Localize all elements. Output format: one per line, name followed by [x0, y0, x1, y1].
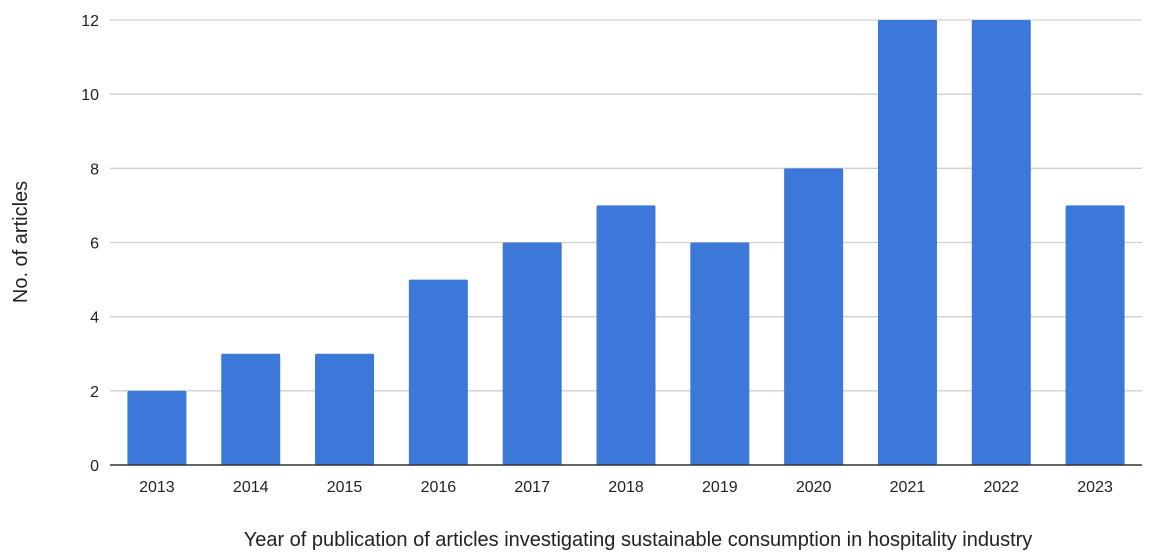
x-tick-label: 2020 — [796, 479, 832, 496]
y-tick-label: 8 — [90, 161, 99, 178]
y-tick-label: 12 — [81, 13, 99, 30]
x-tick-label: 2018 — [608, 479, 644, 496]
x-tick-label: 2015 — [327, 479, 363, 496]
y-tick-label: 6 — [90, 236, 99, 253]
y-tick-label: 0 — [90, 458, 99, 475]
bar-2019 — [690, 242, 750, 465]
y-axis-ticks: 0 2 4 6 8 10 12 — [81, 13, 99, 475]
bar-2021 — [877, 20, 937, 465]
bar-2015 — [315, 353, 375, 465]
y-tick-label: 4 — [90, 310, 99, 327]
x-axis-ticks: 2013 2014 2015 2016 2017 2018 2019 2020 2021 2022… — [139, 479, 1113, 496]
x-axis-title: Year of publication of articles investig… — [244, 529, 1033, 551]
x-tick-label: 2023 — [1077, 479, 1113, 496]
bar-2020 — [784, 168, 844, 466]
x-tick-label: 2017 — [514, 479, 550, 496]
y-axis-title: No. of articles — [10, 181, 32, 303]
bar-2023 — [1065, 205, 1125, 465]
y-tick-label: 2 — [90, 384, 99, 401]
bar-2017 — [502, 242, 562, 465]
bar-2013 — [127, 390, 187, 465]
bar-2014 — [221, 353, 281, 465]
x-tick-label: 2022 — [983, 479, 1019, 496]
x-tick-label: 2013 — [139, 479, 175, 496]
y-tick-label: 10 — [81, 87, 99, 104]
x-tick-label: 2019 — [702, 479, 738, 496]
bar-2016 — [408, 279, 468, 465]
bar-2022 — [971, 20, 1031, 465]
bar-2018 — [596, 205, 656, 465]
x-tick-label: 2021 — [890, 479, 926, 496]
x-tick-label: 2016 — [421, 479, 457, 496]
x-tick-label: 2014 — [233, 479, 269, 496]
bars — [127, 20, 1125, 466]
